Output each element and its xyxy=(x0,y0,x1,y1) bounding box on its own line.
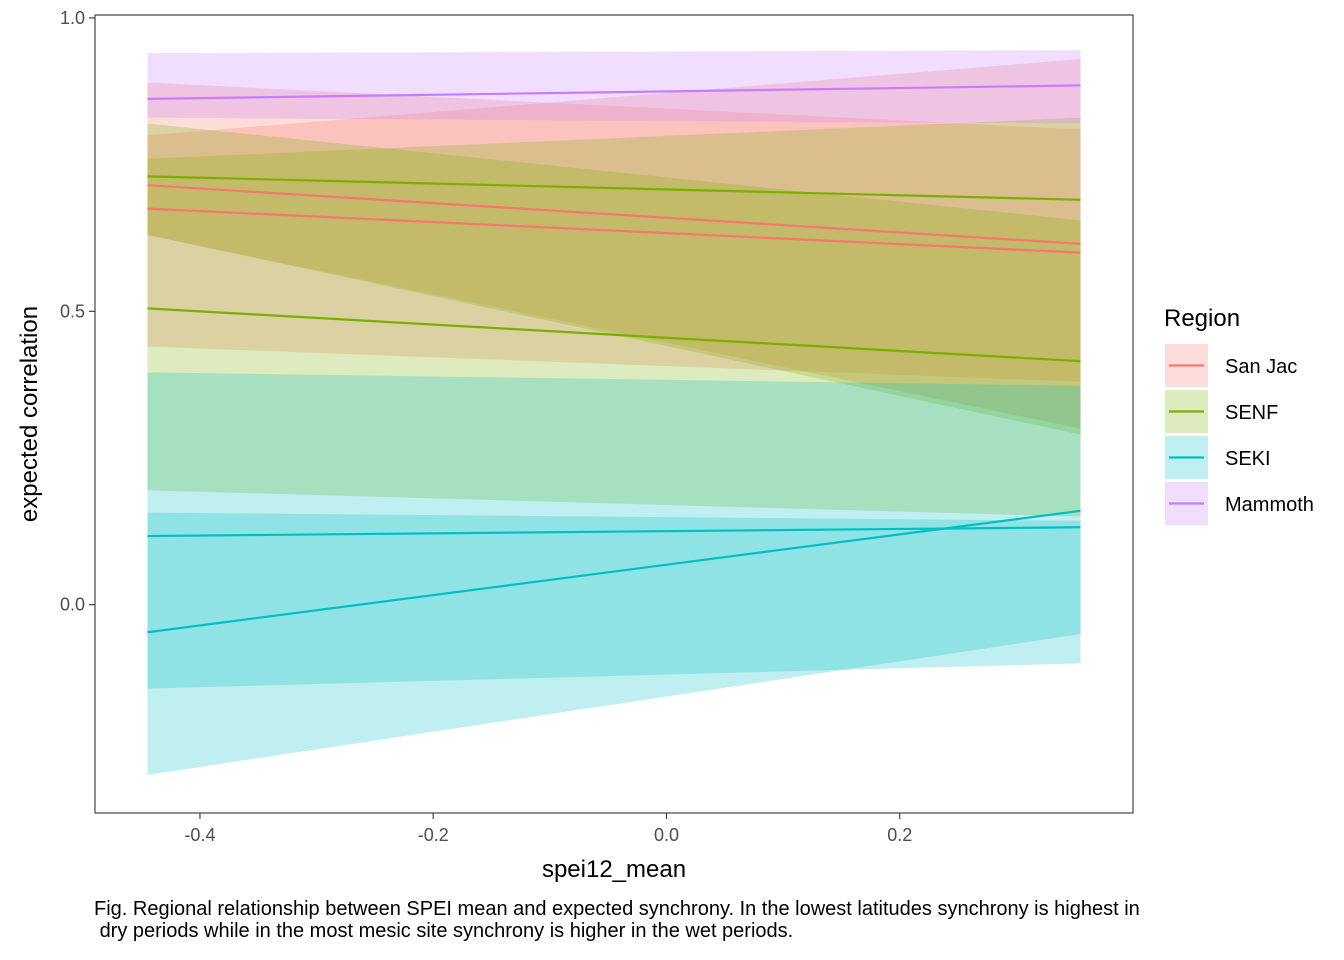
confidence-ribbons xyxy=(147,50,1081,775)
ribbon-san-jac-1 xyxy=(147,82,1081,382)
x-tick-label: -0.4 xyxy=(184,825,215,845)
line-senf-2 xyxy=(147,175,1081,201)
legend-key-seki xyxy=(1165,436,1208,479)
ribbon-san-jac-0 xyxy=(147,59,1081,429)
x-tick-label: -0.2 xyxy=(418,825,449,845)
legend-label: Mammoth xyxy=(1225,494,1314,516)
ribbon-senf-3 xyxy=(147,123,1081,517)
series-lines xyxy=(147,84,1081,634)
legend-key-senf xyxy=(1165,390,1208,433)
plot-panel-background xyxy=(95,15,1133,813)
figure-caption: Fig. Regional relationship between SPEI … xyxy=(94,898,1140,942)
legend-title: Region xyxy=(1164,305,1240,332)
chart: -0.4 -0.2 0.0 0.2 0.0 0.5 1.0 spei12_mean expe… xyxy=(16,8,1314,883)
legend-label: San Jac xyxy=(1225,356,1297,378)
ribbon-seki-4 xyxy=(147,372,1081,689)
ribbon-seki-5 xyxy=(147,512,1081,775)
y-tick-label: 1.0 xyxy=(60,8,85,28)
legend: Region San Jac SENF SEKI Mammoth xyxy=(1164,305,1314,525)
axes: -0.4 -0.2 0.0 0.2 0.0 0.5 1.0 xyxy=(60,8,912,845)
y-tick-label: 0.0 xyxy=(60,595,85,615)
line-san-jac-0 xyxy=(147,184,1081,245)
y-tick-label: 0.5 xyxy=(60,301,85,321)
plot-panel-border xyxy=(94,14,1134,814)
x-axis-title: spei12_mean xyxy=(542,856,686,883)
x-tick-label: 0.0 xyxy=(654,825,679,845)
line-seki-4 xyxy=(147,526,1081,538)
x-tick-label: 0.2 xyxy=(887,825,912,845)
legend-key-san-jac xyxy=(1165,344,1208,387)
line-senf-3 xyxy=(147,307,1081,363)
ribbon-mammoth-6 xyxy=(147,50,1081,124)
line-san-jac-1 xyxy=(147,207,1081,254)
legend-label: SEKI xyxy=(1225,448,1271,470)
ribbon-senf-2 xyxy=(147,117,1081,435)
panel-background xyxy=(95,15,1133,813)
line-mammoth-6 xyxy=(147,84,1081,101)
legend-label: SENF xyxy=(1225,402,1278,424)
panel-border xyxy=(94,14,1134,814)
y-axis-title: expected correlation xyxy=(16,306,43,522)
line-seki-5 xyxy=(147,509,1081,634)
legend-key-mammoth xyxy=(1165,482,1208,525)
